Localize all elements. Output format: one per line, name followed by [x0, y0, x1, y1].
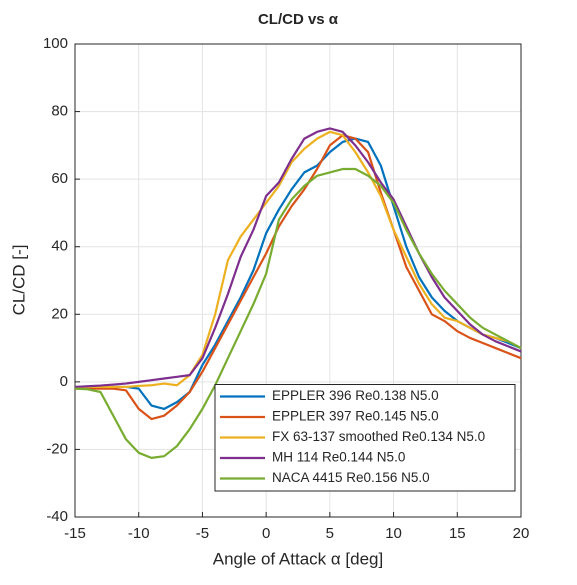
data-line: [74, 167, 522, 459]
y-axis-label: CL/CD [-]: [9, 245, 28, 316]
legend-label: NACA 4415 Re0.156 N5.0: [272, 470, 430, 485]
x-tick-label: -5: [196, 525, 209, 542]
legend-label: MH 114 Re0.144 N5.0: [272, 450, 405, 465]
data-line: [75, 134, 522, 421]
y-tick-label: -40: [46, 508, 68, 525]
y-tick-label: 40: [51, 238, 68, 255]
x-tick-label: 0: [262, 525, 270, 542]
x-tick-label: -10: [128, 525, 150, 542]
legend-label: EPPLER 396 Re0.138 N5.0: [272, 388, 439, 403]
x-tick-label: 20: [513, 525, 530, 542]
data-line: [75, 137, 522, 410]
y-tick-label: 100: [43, 35, 68, 52]
y-tick-label: 0: [60, 373, 68, 390]
x-tick-label: 5: [326, 525, 334, 542]
x-tick-label: 10: [385, 525, 402, 542]
y-tick-label: -20: [46, 440, 68, 457]
plot-frame: [74, 43, 522, 518]
x-tick-label: -15: [64, 525, 86, 542]
y-tick-label: 60: [51, 170, 68, 187]
data-line: [74, 127, 522, 389]
y-tick-label: 20: [51, 305, 68, 322]
legend-label: EPPLER 397 Re0.145 N5.0: [272, 409, 439, 424]
data-line: [75, 130, 522, 389]
x-tick-label: 15: [449, 525, 466, 542]
x-axis-label: Angle of Attack α [deg]: [213, 549, 384, 568]
legend-label: FX 63-137 smoothed Re0.134 N5.0: [272, 429, 485, 444]
chart-title: CL/CD vs α: [258, 11, 339, 28]
y-tick-label: 80: [51, 103, 68, 120]
